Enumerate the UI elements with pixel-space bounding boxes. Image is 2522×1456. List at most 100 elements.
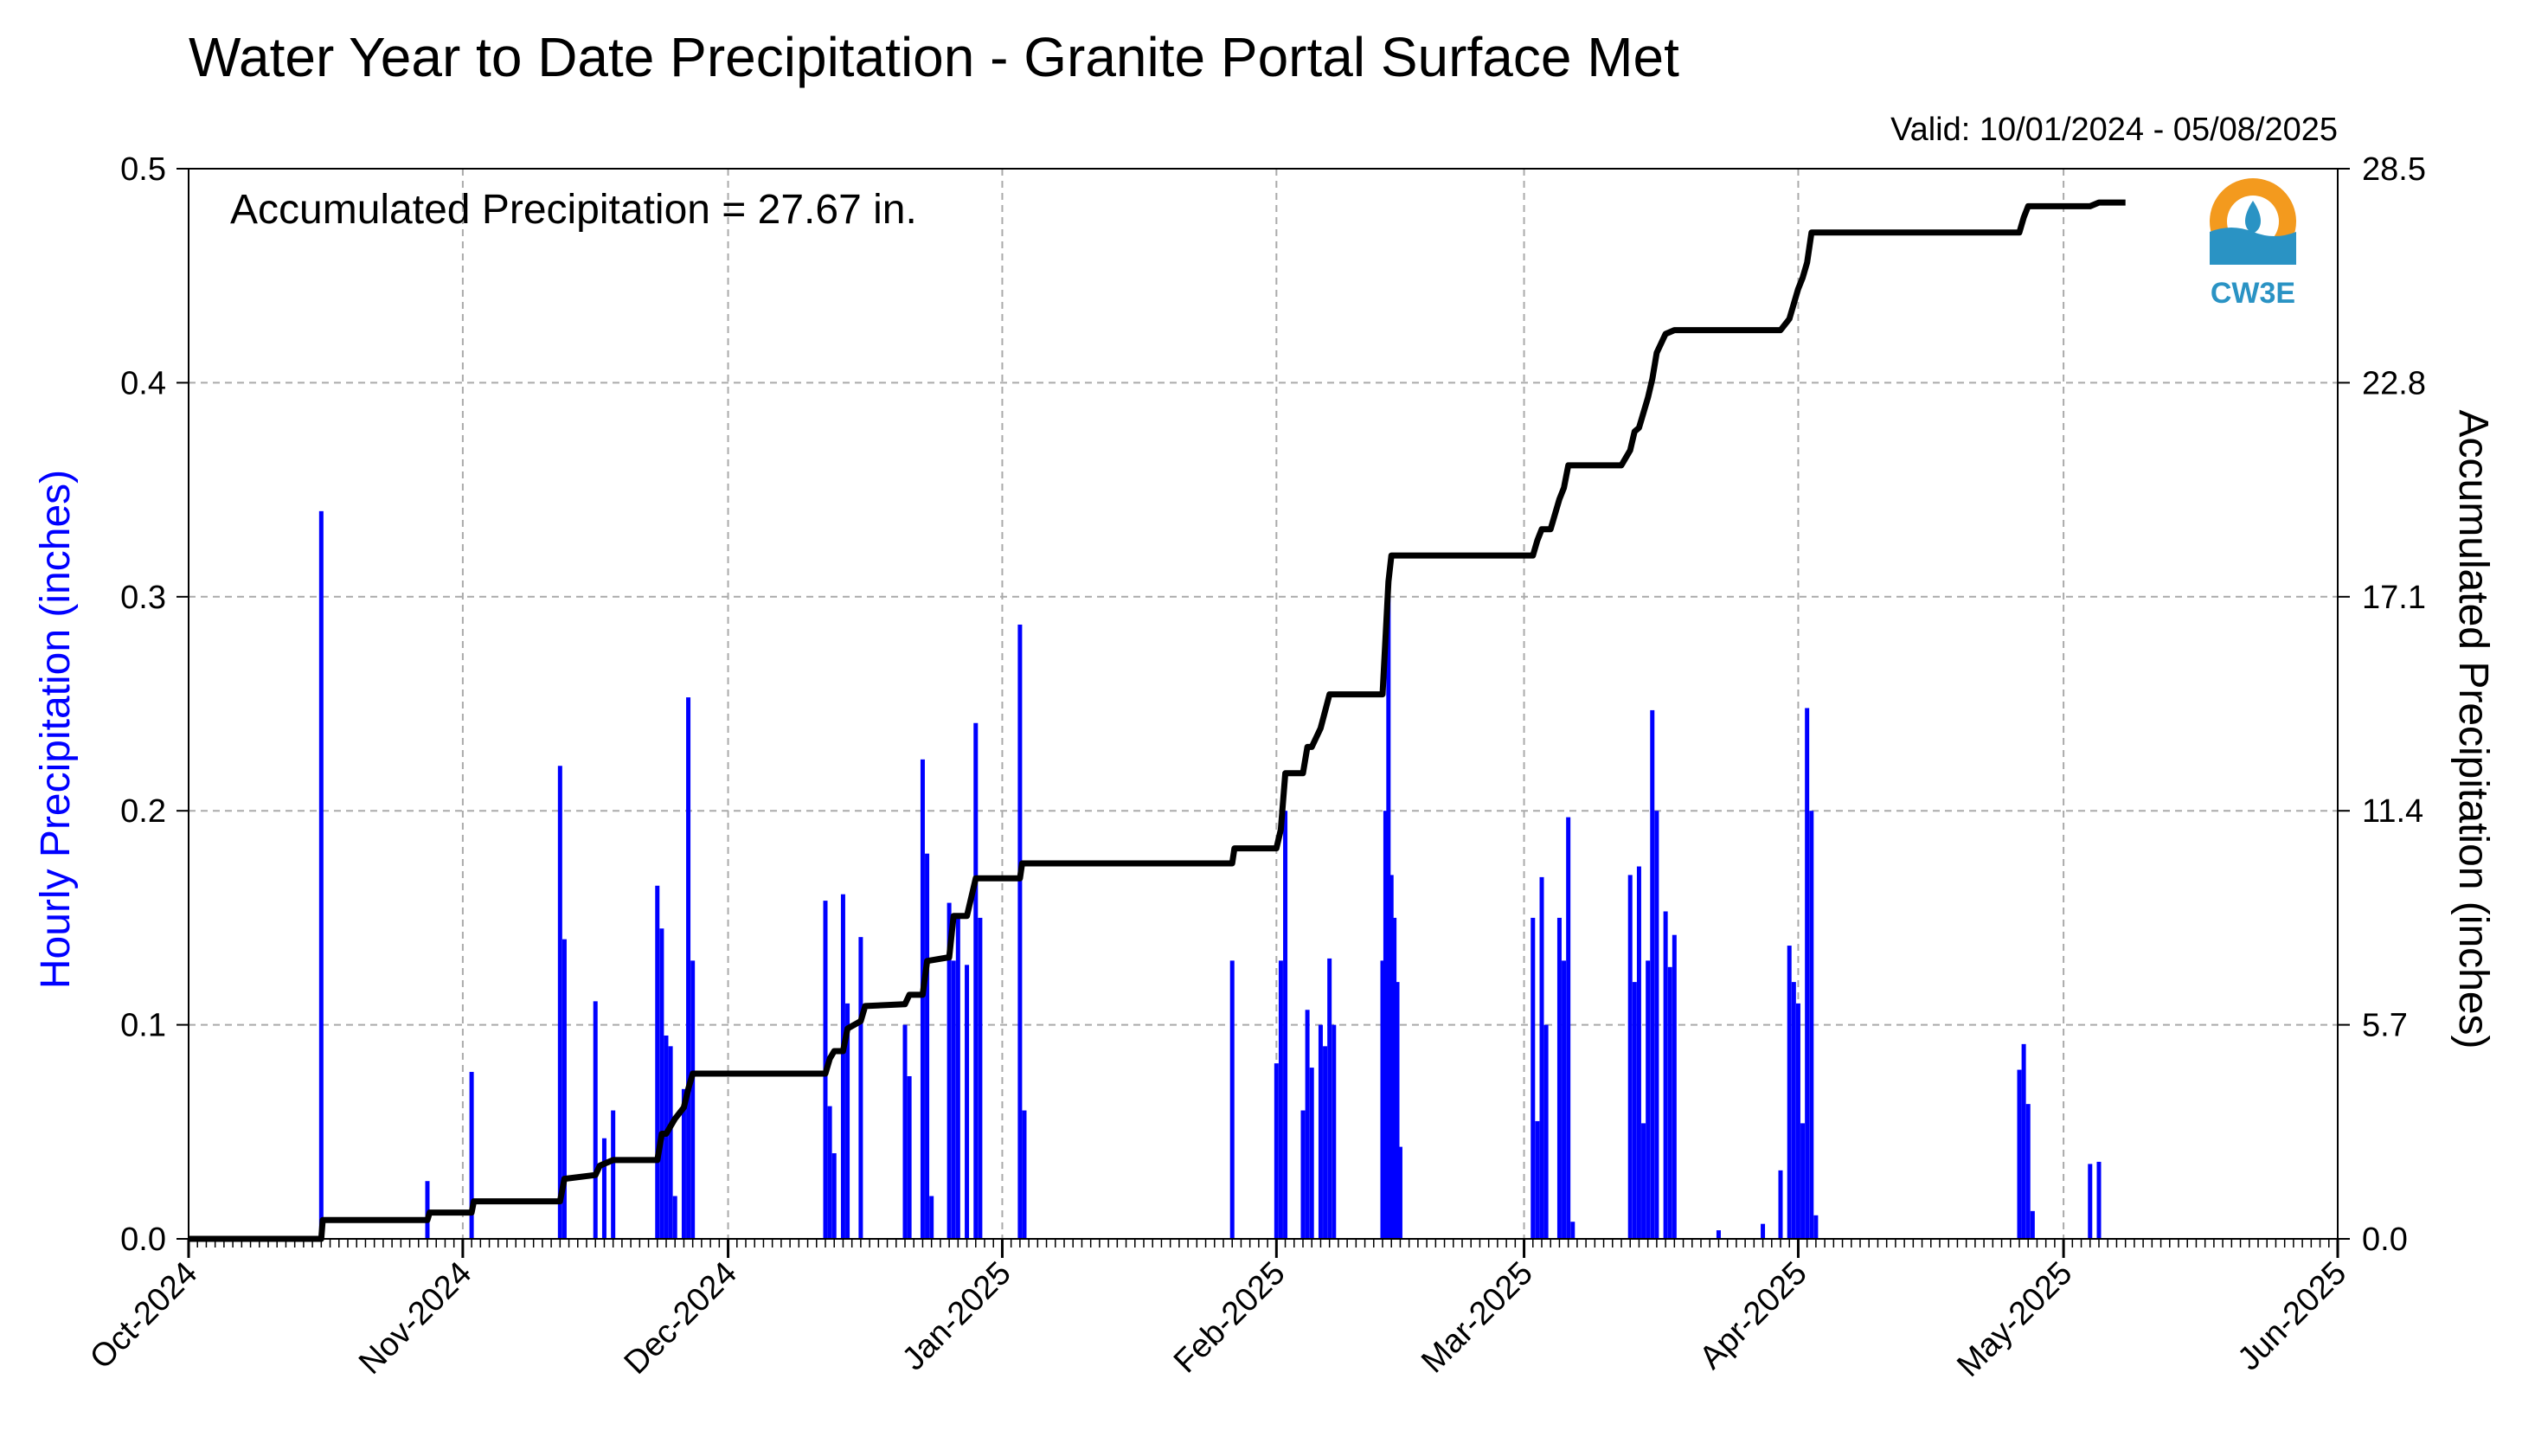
hourly-bar [1309, 1068, 1314, 1239]
left-y-tick-label: 0.5 [120, 151, 166, 188]
plot-frame [188, 168, 2339, 1240]
hourly-bar [1386, 577, 1391, 1239]
hourly-bar [1305, 1010, 1310, 1239]
logo-text: CW3E [2211, 277, 2295, 310]
hourly-bar [1543, 1024, 1549, 1239]
hourly-bar [1397, 1146, 1402, 1239]
hourly-bar [690, 960, 696, 1239]
left-y-axis-label: Hourly Precipitation (inches) [33, 470, 79, 989]
left-y-tick-label: 0.3 [120, 580, 166, 616]
hourly-bar [827, 1106, 832, 1239]
x-tick-label: Jan-2025 [895, 1255, 1018, 1378]
hourly-bar [686, 697, 691, 1239]
hourly-bar [920, 759, 925, 1239]
hourly-bar [1663, 911, 1668, 1239]
x-tick-label: Oct-2024 [83, 1255, 204, 1376]
hourly-bar [2021, 1043, 2026, 1239]
cw3e-logo: CW3E [2210, 178, 2296, 310]
hourly-bar [1562, 960, 1567, 1239]
hourly-bar [1716, 1230, 1721, 1239]
x-tick-label: Mar-2025 [1415, 1255, 1540, 1381]
hourly-bar [1667, 966, 1672, 1239]
hourly-bar [593, 1001, 598, 1239]
hourly-bar [1809, 811, 1814, 1239]
right-y-tick-label: 5.7 [2362, 1008, 2408, 1044]
hourly-bar [1017, 624, 1023, 1239]
logo-wave-icon [2210, 228, 2296, 265]
right-y-tick-label: 22.8 [2362, 365, 2426, 401]
hourly-bar [1392, 917, 1397, 1239]
left-y-tick-label: 0.1 [120, 1008, 166, 1044]
left-y-axis-ticks: 0.0 0.1 0.2 0.3 0.4 0.5 [120, 151, 189, 1258]
hourly-bar [1641, 1123, 1646, 1239]
hourly-bar [1787, 946, 1792, 1239]
hourly-bar [1300, 1110, 1306, 1239]
hourly-bar [2096, 1161, 2102, 1239]
hourly-bar [1805, 708, 1810, 1239]
hourly-bar [318, 510, 324, 1239]
hourly-bar [1535, 1120, 1540, 1239]
hourly-bar [831, 1153, 837, 1239]
hourly-bar [672, 1196, 677, 1239]
hourly-bar [1654, 811, 1659, 1239]
hourly-bar [1323, 1046, 1328, 1239]
hourly-bar [562, 939, 567, 1239]
hourly-bar [1636, 866, 1641, 1239]
hourly-bar [425, 1181, 430, 1239]
hourly-bar [2030, 1210, 2035, 1239]
valid-date-range: Valid: 10/01/2024 - 05/08/2025 [1890, 112, 2338, 148]
hourly-bar [601, 1138, 606, 1239]
hourly-bar [840, 894, 845, 1239]
hourly-bar [1791, 982, 1796, 1239]
hourly-bar [1566, 817, 1571, 1239]
hourly-bar [1283, 811, 1288, 1239]
hourly-bar [955, 917, 960, 1239]
hourly-bar [1278, 960, 1283, 1239]
hourly-bar [1389, 875, 1394, 1239]
x-tick-label: Jun-2025 [2231, 1255, 2354, 1378]
right-y-tick-label: 17.1 [2362, 580, 2426, 616]
hourly-bar [1318, 1024, 1323, 1239]
x-tick-label: Nov-2024 [352, 1255, 478, 1382]
accumulated-precipitation-line [189, 199, 2126, 1242]
hourly-bar [1570, 1222, 1575, 1239]
x-tick-label: May-2025 [1950, 1255, 2079, 1384]
hourly-bar [668, 1046, 673, 1239]
hourly-bar [1556, 917, 1562, 1239]
hourly-bar [1813, 1215, 1819, 1239]
hourly-bar [1229, 960, 1235, 1239]
right-y-tick-label: 0.0 [2362, 1222, 2408, 1258]
hourly-bar [1539, 876, 1544, 1239]
grid-lines [189, 169, 2338, 1239]
x-tick-label: Feb-2025 [1167, 1255, 1293, 1381]
hourly-precipitation-bars [318, 510, 2102, 1239]
hourly-bar [664, 1035, 669, 1239]
hourly-bar [1022, 1110, 1027, 1239]
hourly-bar [1274, 1063, 1279, 1239]
x-tick-label: Dec-2024 [618, 1255, 744, 1382]
hourly-bar [978, 917, 983, 1239]
right-y-tick-label: 28.5 [2362, 151, 2426, 188]
hourly-bar [929, 1196, 934, 1239]
hourly-bar [2017, 1069, 2022, 1239]
hourly-bar [1531, 917, 1536, 1239]
hourly-bar [1632, 982, 1637, 1239]
hourly-bar [1395, 982, 1400, 1239]
hourly-bar [951, 960, 956, 1239]
hourly-bar [858, 937, 863, 1239]
hourly-bar [1672, 934, 1677, 1239]
hourly-bar [1327, 958, 1332, 1239]
right-y-axis-ticks: 0.0 5.7 11.4 17.1 22.8 28.5 [2338, 151, 2426, 1258]
chart-title: Water Year to Date Precipitation - Grani… [189, 26, 1679, 88]
left-y-tick-label: 0.0 [120, 1222, 166, 1258]
hourly-bar [907, 1075, 912, 1239]
hourly-bar [681, 1088, 686, 1239]
hourly-bar [1383, 811, 1388, 1239]
right-y-tick-label: 11.4 [2362, 793, 2423, 830]
hourly-bar [1800, 1123, 1806, 1239]
accumulated-annotation: Accumulated Precipitation = 27.67 in. [230, 187, 917, 233]
hourly-bar [1646, 960, 1651, 1239]
x-tick-label: Apr-2025 [1693, 1255, 1814, 1376]
hourly-bar [947, 902, 952, 1239]
